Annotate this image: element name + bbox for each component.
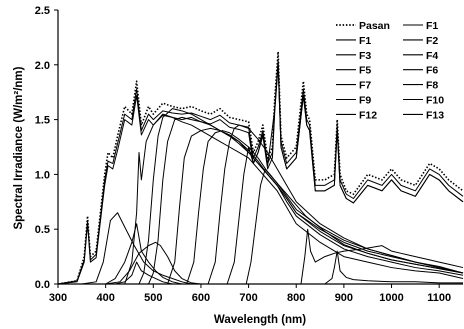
series-line-10: [58, 127, 464, 285]
legend-label-4: F3: [359, 50, 371, 62]
legend-label-10: F9: [359, 95, 371, 107]
series-line-14: [58, 168, 464, 285]
y-tick-label: 0.5: [35, 224, 50, 236]
legend-label-5: F4: [426, 50, 438, 62]
y-tick-label: 2.5: [35, 5, 50, 17]
plot-lines: [57, 50, 464, 285]
series-line-13: [58, 64, 464, 285]
y-tick-label: 2.0: [35, 60, 50, 72]
x-tick-label: 600: [192, 292, 210, 304]
x-tick-label: 1100: [427, 292, 451, 304]
series-line-15: [58, 228, 464, 285]
legend-label-13: F13: [426, 109, 444, 121]
legend-label-12: F12: [359, 109, 377, 121]
y-tick-label: 1.5: [35, 115, 50, 127]
legend: Pasan F1 F1 F2 F3 F4 F5 F6 F7 F8 F9 F10 F12 F13: [336, 20, 444, 121]
y-tick-label: 1.0: [35, 169, 50, 181]
legend-label-0: Pasan: [359, 20, 390, 32]
legend-label-7: F6: [426, 65, 438, 77]
x-ticks: 300 400 500 600 700 800 900 1000 1100: [49, 284, 451, 304]
x-tick-label: 800: [287, 292, 305, 304]
legend-label-1: F1: [426, 20, 438, 32]
series-line-12: [58, 124, 464, 285]
series-line-5: [58, 241, 463, 285]
x-tick-label: 700: [239, 292, 257, 304]
legend-label-11: F10: [426, 95, 444, 107]
x-tick-label: 500: [144, 292, 162, 304]
series-line-1: [57, 58, 464, 285]
series-line-16: [58, 250, 463, 285]
x-axis-title: Wavelength (nm): [214, 314, 306, 326]
legend-label-6: F5: [359, 65, 371, 77]
x-tick-label: 300: [49, 292, 67, 304]
legend-label-3: F2: [426, 35, 438, 47]
series-line-0: [57, 50, 464, 285]
series-line-7: [58, 113, 464, 285]
series-line-11: [58, 130, 464, 285]
y-ticks: 0.0 0.5 1.0 1.5 2.0 2.5: [35, 5, 58, 291]
legend-label-2: F1: [359, 35, 371, 47]
y-tick-label: 0.0: [35, 279, 50, 291]
legend-label-8: F7: [359, 80, 371, 92]
x-tick-label: 1000: [379, 292, 403, 304]
x-tick-label: 400: [96, 292, 114, 304]
series-line-2: [57, 64, 464, 285]
legend-label-9: F8: [426, 80, 438, 92]
x-tick-label: 900: [335, 292, 353, 304]
y-axis-title: Spectral Irradiance (W/m²/nm): [13, 66, 25, 229]
